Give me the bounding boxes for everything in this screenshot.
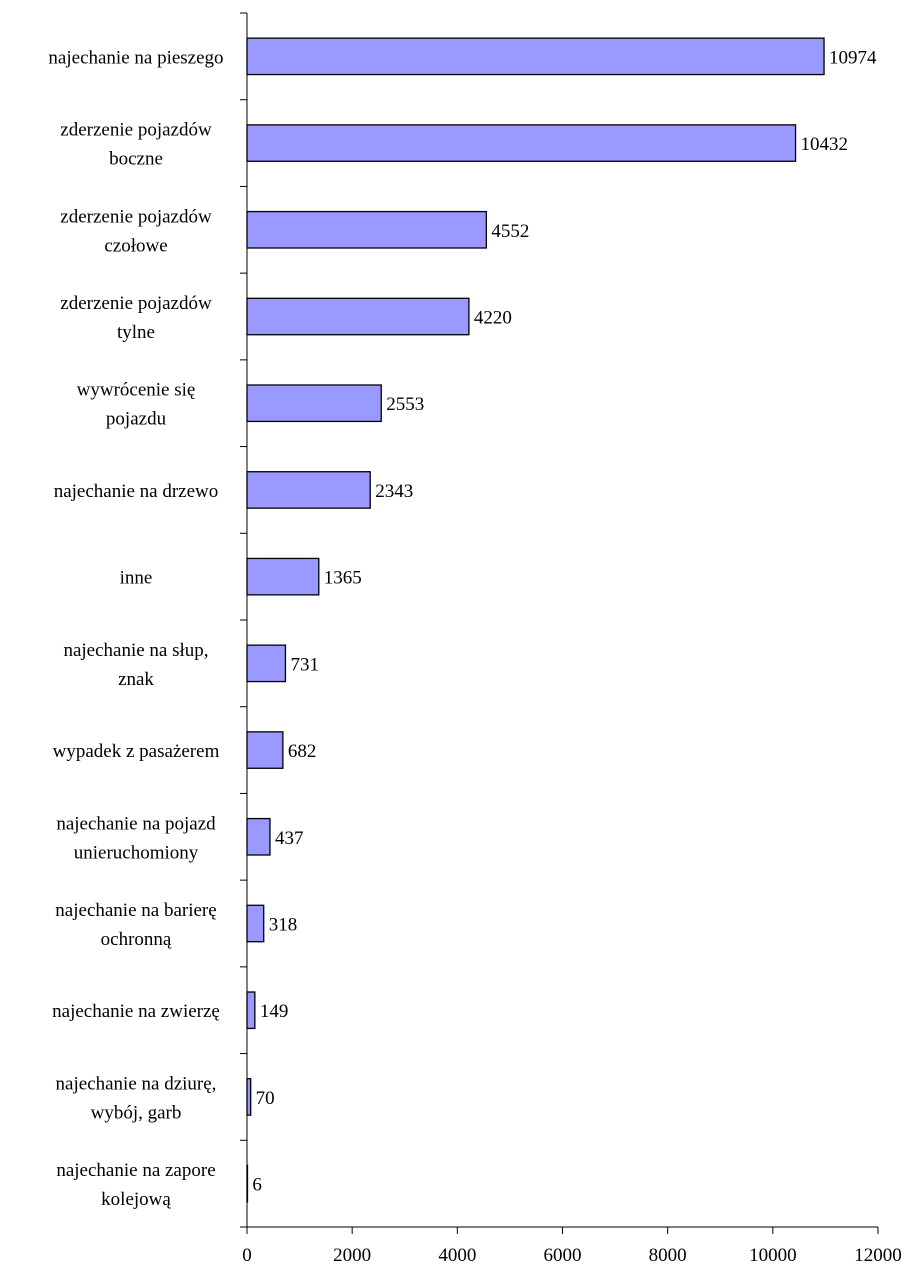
value-label-6: 2343 [375,481,413,502]
value-label-2: 10432 [801,134,849,155]
x-tick-label-2: 4000 [438,1245,476,1266]
x-tick-label-6: 12000 [854,1245,902,1266]
category-label-5-line-1: wywrócenie się [77,380,196,401]
bar-9 [246,731,284,769]
category-label-5-line-2: pojazdu [106,409,167,430]
bar-7 [246,557,320,596]
category-label-4-line-1: zderzenie pojazdów [60,293,212,314]
category-label-3-line-1: zderzenie pojazdów [60,206,212,227]
category-label-13-line-2: wybój, garb [91,1102,182,1123]
value-label-12: 149 [260,1001,289,1022]
bar-3 [246,210,488,249]
category-label-2-line-2: boczne [109,149,163,170]
axes-group [240,12,879,1234]
value-label-4: 4220 [474,308,512,329]
x-tick-label-4: 8000 [649,1245,687,1266]
bar-10 [246,817,271,856]
value-label-11: 318 [269,915,298,936]
bar-6 [246,471,371,509]
category-label-2-line-1: zderzenie pojazdów [60,120,212,141]
category-label-10-line-1: najechanie na pojazd [56,813,216,834]
x-tick-label-3: 6000 [544,1245,582,1266]
bar-1 [246,37,825,76]
category-label-13-line-1: najechanie na dziurę, [56,1073,217,1094]
category-label-7: inne [120,568,153,589]
category-label-4-line-2: tylne [117,322,155,343]
category-label-1: najechanie na pieszego [48,47,223,68]
category-label-10-line-2: unieruchomiony [74,842,199,863]
bar-5 [246,384,382,423]
bars-group [246,37,825,1203]
value-label-7: 1365 [324,568,362,589]
x-tick-label-5: 10000 [749,1245,797,1266]
value-label-3: 4552 [491,221,529,242]
value-label-9: 682 [288,741,317,762]
x-tick-label-1: 2000 [333,1245,371,1266]
bar-12 [246,991,256,1030]
category-label-12: najechanie na zwierzę [52,1001,220,1022]
category-label-14-line-1: najechanie na zapore [56,1160,215,1181]
value-label-13: 70 [256,1088,275,1109]
value-label-1: 10974 [829,47,877,68]
category-label-11-line-1: najechanie na barierę [55,900,216,921]
x-tick-label-0: 0 [242,1245,252,1266]
value-label-8: 731 [290,654,319,675]
bar-4 [246,297,470,336]
category-label-8-line-2: znak [118,669,154,690]
value-label-10: 437 [275,828,304,849]
category-label-3-line-2: czołowe [104,235,167,256]
bar-11 [246,904,265,943]
category-label-14-line-2: kolejową [101,1189,171,1210]
category-label-9: wypadek z pasażerem [53,741,220,762]
category-label-8-line-1: najechanie na słup, [63,640,208,661]
value-label-14: 6 [252,1175,261,1196]
category-label-6: najechanie na drzewo [54,481,219,502]
value-label-5: 2553 [386,394,424,415]
category-label-11-line-2: ochronną [101,929,172,950]
bar-8 [246,644,287,683]
labels-group: 10974 najechanie na pieszego 10432 zderzeni… [48,47,901,1266]
bar-2 [246,124,797,162]
bar-13 [246,1078,252,1116]
